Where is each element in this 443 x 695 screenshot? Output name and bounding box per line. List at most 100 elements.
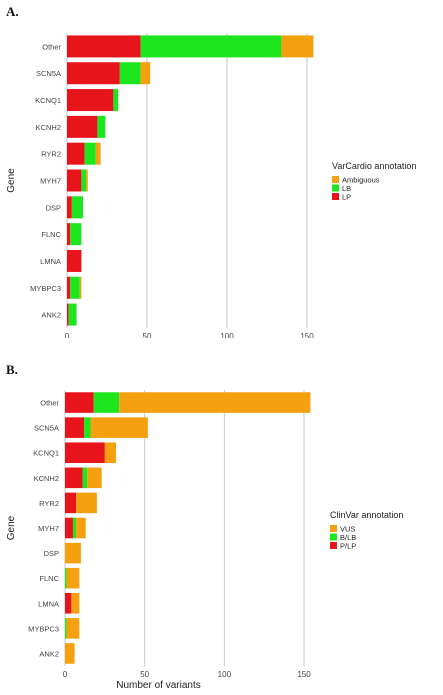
chart-b-y-tick-label: DSP	[44, 549, 59, 558]
chart-b-y-tick-label: SCN5A	[34, 424, 59, 433]
chart-a-bar-kcnh2-lp	[67, 115, 98, 138]
chart-b-y-tick-label: LMNA	[38, 599, 59, 608]
chart-a-bar-kcnh2-lb	[97, 115, 106, 138]
chart-a-y-tick-label: RYR2	[41, 150, 61, 159]
chart-a-bar-lmna-lp	[67, 249, 82, 272]
chart-a-bar-ryr2-lp	[67, 142, 85, 165]
chart-b-legend-label-b-lb: B/LB	[340, 533, 356, 542]
chart-a-bar-ryr2-ambiguous	[95, 142, 101, 165]
chart-a-y-tick-label: MYH7	[40, 177, 61, 186]
chart-a-y-tick-label: ANK2	[41, 311, 61, 320]
chart-a-bar-kcnq1-lb	[113, 89, 119, 112]
chart-b-bar-other-vus	[119, 392, 311, 413]
chart-a-y-tick-label: SCN5A	[36, 69, 61, 78]
chart-b-bar-kcnh2-p-lp	[65, 467, 83, 489]
chart-a-y-tick-label: Other	[42, 42, 61, 51]
chart-b-bar-kcnh2-vus	[87, 467, 102, 489]
chart-b-x-tick-label: 50	[140, 670, 149, 679]
chart-a-x-tick-label: 100	[220, 332, 234, 338]
chart-b-x-tick-label: 100	[218, 670, 232, 679]
chart-a-legend-title: VarCardio annotation	[332, 161, 416, 171]
chart-b-bar-scn5a-vus	[90, 417, 148, 438]
chart-a-bar-other-lb	[140, 35, 282, 58]
chart-a-bar-ank2-lb	[68, 303, 77, 326]
chart-b-bar-myh7-p-lp	[65, 517, 73, 539]
chart-b-bar-kcnh2-b-lb	[82, 467, 88, 489]
chart-a-bar-kcnq1-lp	[67, 89, 114, 112]
chart-a-bar-other-lp	[67, 35, 141, 58]
chart-b-legend-swatch-vus	[330, 525, 337, 532]
chart-b-x-tick-label: 0	[63, 670, 68, 679]
chart-a-bar-flnc-lp	[67, 223, 71, 246]
chart-b-legend-label-vus: VUS	[340, 525, 355, 534]
chart-b-x-tick-label: 150	[297, 670, 311, 679]
chart-a-y-tick-label: KCNQ1	[35, 96, 61, 105]
chart-b-y-axis-title: Gene	[6, 515, 17, 540]
chart-a-bar-mybpc3-ambiguous	[79, 276, 82, 299]
chart-b-bar-mybpc3-b-lb	[65, 618, 67, 639]
chart-a-x-tick-label: 150	[300, 332, 314, 338]
chart-b-bar-dsp-vus	[65, 542, 81, 564]
chart-a-legend-label-lp: LP	[342, 193, 351, 202]
chart-a-bar-ryr2-lb	[84, 142, 96, 165]
chart-b-legend-title: ClinVar annotation	[330, 510, 403, 520]
chart-b-y-tick-label: MYBPC3	[28, 624, 59, 633]
chart-a-bar-mybpc3-lp	[67, 276, 71, 299]
chart-a-bar-dsp-lp	[67, 196, 72, 219]
chart-a-y-axis-title: Gene	[6, 168, 17, 193]
chart-a-legend-swatch-ambiguous	[332, 176, 339, 183]
chart-b-legend-swatch-b-lb	[330, 533, 337, 541]
chart-b-y-tick-label: KCNH2	[34, 474, 59, 483]
chart-a-x-tick-label: 50	[143, 332, 152, 338]
chart-a-bar-other-ambiguous	[281, 35, 314, 58]
chart-b-legend-swatch-p-lp	[330, 542, 337, 549]
chart-a-y-tick-label: MYBPC3	[30, 284, 61, 293]
chart-b-y-tick-label: RYR2	[39, 499, 59, 508]
chart-a-bar-dsp-lb	[71, 196, 83, 219]
chart-b-x-axis-title: Number of variants	[116, 680, 200, 691]
chart-a-legend-label-ambiguous: Ambiguous	[342, 176, 380, 185]
panel-b-label: B.	[6, 362, 18, 377]
chart-a-y-tick-label: DSP	[46, 203, 61, 212]
chart-b-y-tick-label: KCNQ1	[33, 449, 59, 458]
chart-b-legend-label-p-lp: P/LP	[340, 542, 356, 551]
chart-a-legend-label-lb: LB	[342, 184, 351, 193]
chart-b-y-tick-label: FLNC	[39, 574, 59, 583]
chart-b-bar-ryr2-vus	[76, 492, 97, 514]
chart-a-bar-myh7-lp	[67, 169, 82, 192]
chart-b-y-tick-label: Other	[40, 399, 59, 408]
chart-b: 0 50 100 150 Other SCN5A KCNQ1 KCNH2 RYR2 MYH7 DSP…	[6, 390, 403, 691]
chart-b-bar-myh7-b-lb	[72, 517, 77, 539]
chart-b-bar-flnc-vus	[66, 567, 80, 589]
chart-b-bar-ank2-vus	[65, 643, 75, 664]
chart-b-y-tick-label: MYH7	[38, 524, 59, 533]
chart-a-bar-mybpc3-lb	[70, 276, 80, 299]
chart-a-bar-flnc-lb	[70, 223, 82, 246]
chart-b-y-tick-label: ANK2	[39, 649, 59, 658]
chart-a-bar-ank2-lp	[67, 303, 69, 326]
chart-a-bar-scn5a-lp	[67, 62, 120, 85]
chart-a-y-tick-label: FLNC	[41, 230, 61, 239]
chart-a: 0 50 100 150 Other SCN5A KCNQ1 KCNH2 RYR2 MYH7 DSP…	[6, 33, 416, 338]
chart-b-bar-kcnq1-vus	[104, 442, 116, 464]
chart-a-bar-myh7-lb	[81, 169, 87, 192]
chart-b-bar-scn5a-b-lb	[84, 417, 91, 438]
chart-b-bar-lmna-vus	[71, 592, 80, 614]
chart-a-bar-myh7-ambiguous	[86, 169, 88, 192]
chart-a-legend-swatch-lb	[332, 184, 339, 192]
chart-b-bar-scn5a-p-lp	[65, 417, 85, 438]
chart-b-bar-other-p-lp	[65, 392, 94, 413]
chart-b-bar-flnc-b-lb	[65, 567, 67, 589]
chart-a-legend-swatch-lp	[332, 193, 339, 200]
chart-b-bar-kcnq1-p-lp	[65, 442, 105, 464]
chart-b-bar-mybpc3-vus	[66, 618, 80, 639]
chart-b-bar-myh7-vus	[76, 517, 86, 539]
panel-a-label: A.	[6, 4, 19, 19]
chart-b-bar-other-b-lb	[93, 392, 120, 413]
chart-a-y-tick-label: KCNH2	[36, 123, 61, 132]
chart-b-bar-ryr2-p-lp	[65, 492, 77, 514]
chart-a-x-tick-label: 0	[65, 332, 70, 338]
chart-a-bar-scn5a-lb	[119, 62, 141, 85]
chart-a-bar-scn5a-ambiguous	[140, 62, 151, 85]
